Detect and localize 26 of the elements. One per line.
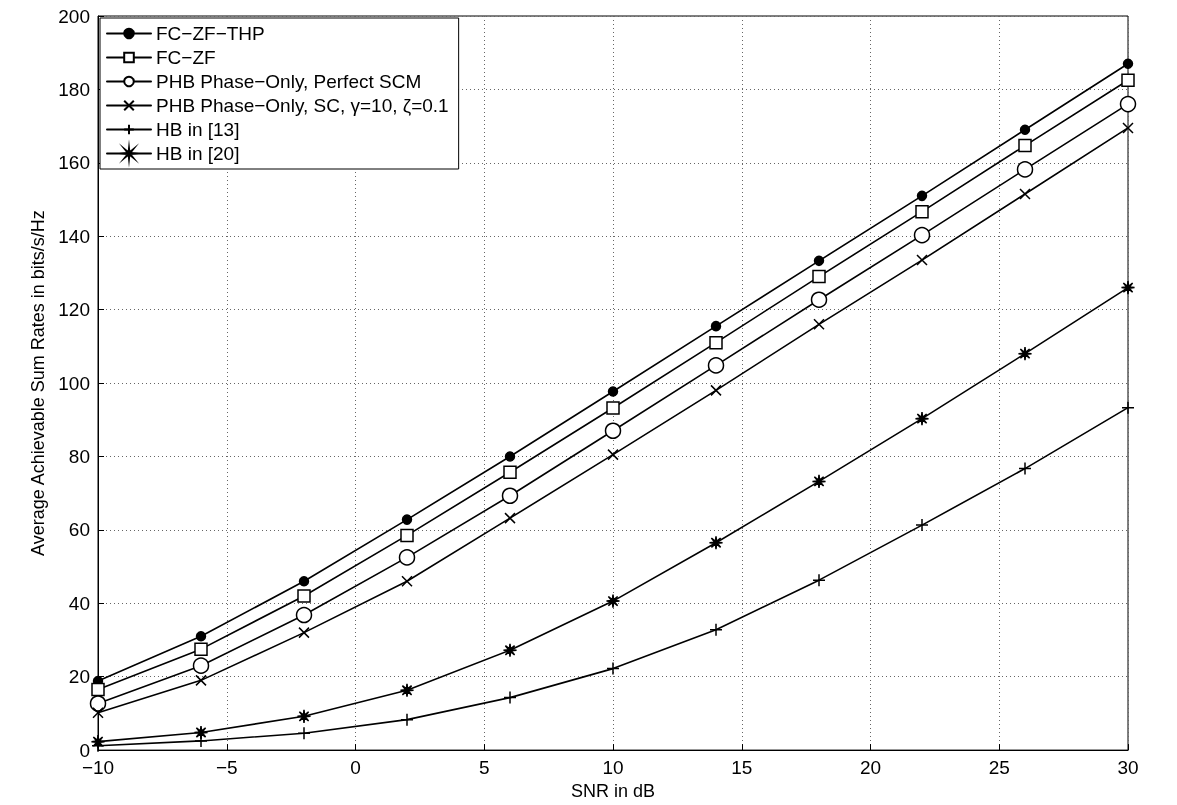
x-tick-label: 15 bbox=[731, 757, 753, 779]
y-tick-label: 200 bbox=[58, 5, 90, 27]
x-tick-label: 20 bbox=[859, 757, 882, 779]
y-tick-label: 20 bbox=[68, 666, 90, 688]
legend-label: HB in [13] bbox=[156, 119, 240, 140]
y-tick-label: 80 bbox=[68, 445, 90, 467]
y-tick-label: 120 bbox=[58, 299, 90, 321]
y-tick-label: 180 bbox=[58, 78, 90, 100]
x-tick-label: 25 bbox=[988, 757, 1010, 779]
x-tick-label: 0 bbox=[350, 757, 361, 779]
x-tick-label: −5 bbox=[215, 757, 238, 779]
x-tick-label: 5 bbox=[478, 757, 490, 779]
y-tick-label: 160 bbox=[58, 152, 90, 174]
y-tick-label: 140 bbox=[58, 225, 90, 247]
legend-label: HB in [20] bbox=[156, 143, 240, 164]
x-tick-label: 30 bbox=[1117, 757, 1139, 779]
legend-label: PHB Phase−Only, Perfect SCM bbox=[156, 71, 422, 92]
y-tick-label: 60 bbox=[68, 519, 90, 541]
y-tick-label: 100 bbox=[58, 372, 90, 394]
legend-label: FC−ZF bbox=[156, 47, 216, 68]
y-axis-title: Average Achievable Sum Rates in bits/s/Hz bbox=[28, 210, 49, 556]
x-axis-title: SNR in dB bbox=[570, 781, 656, 801]
y-tick-label: 40 bbox=[68, 592, 90, 614]
legend-label: FC−ZF−THP bbox=[156, 23, 265, 44]
legend-label: PHB Phase−Only, SC, γ=10, ζ=0.1 bbox=[156, 95, 449, 116]
x-tick-label: 10 bbox=[602, 757, 624, 779]
